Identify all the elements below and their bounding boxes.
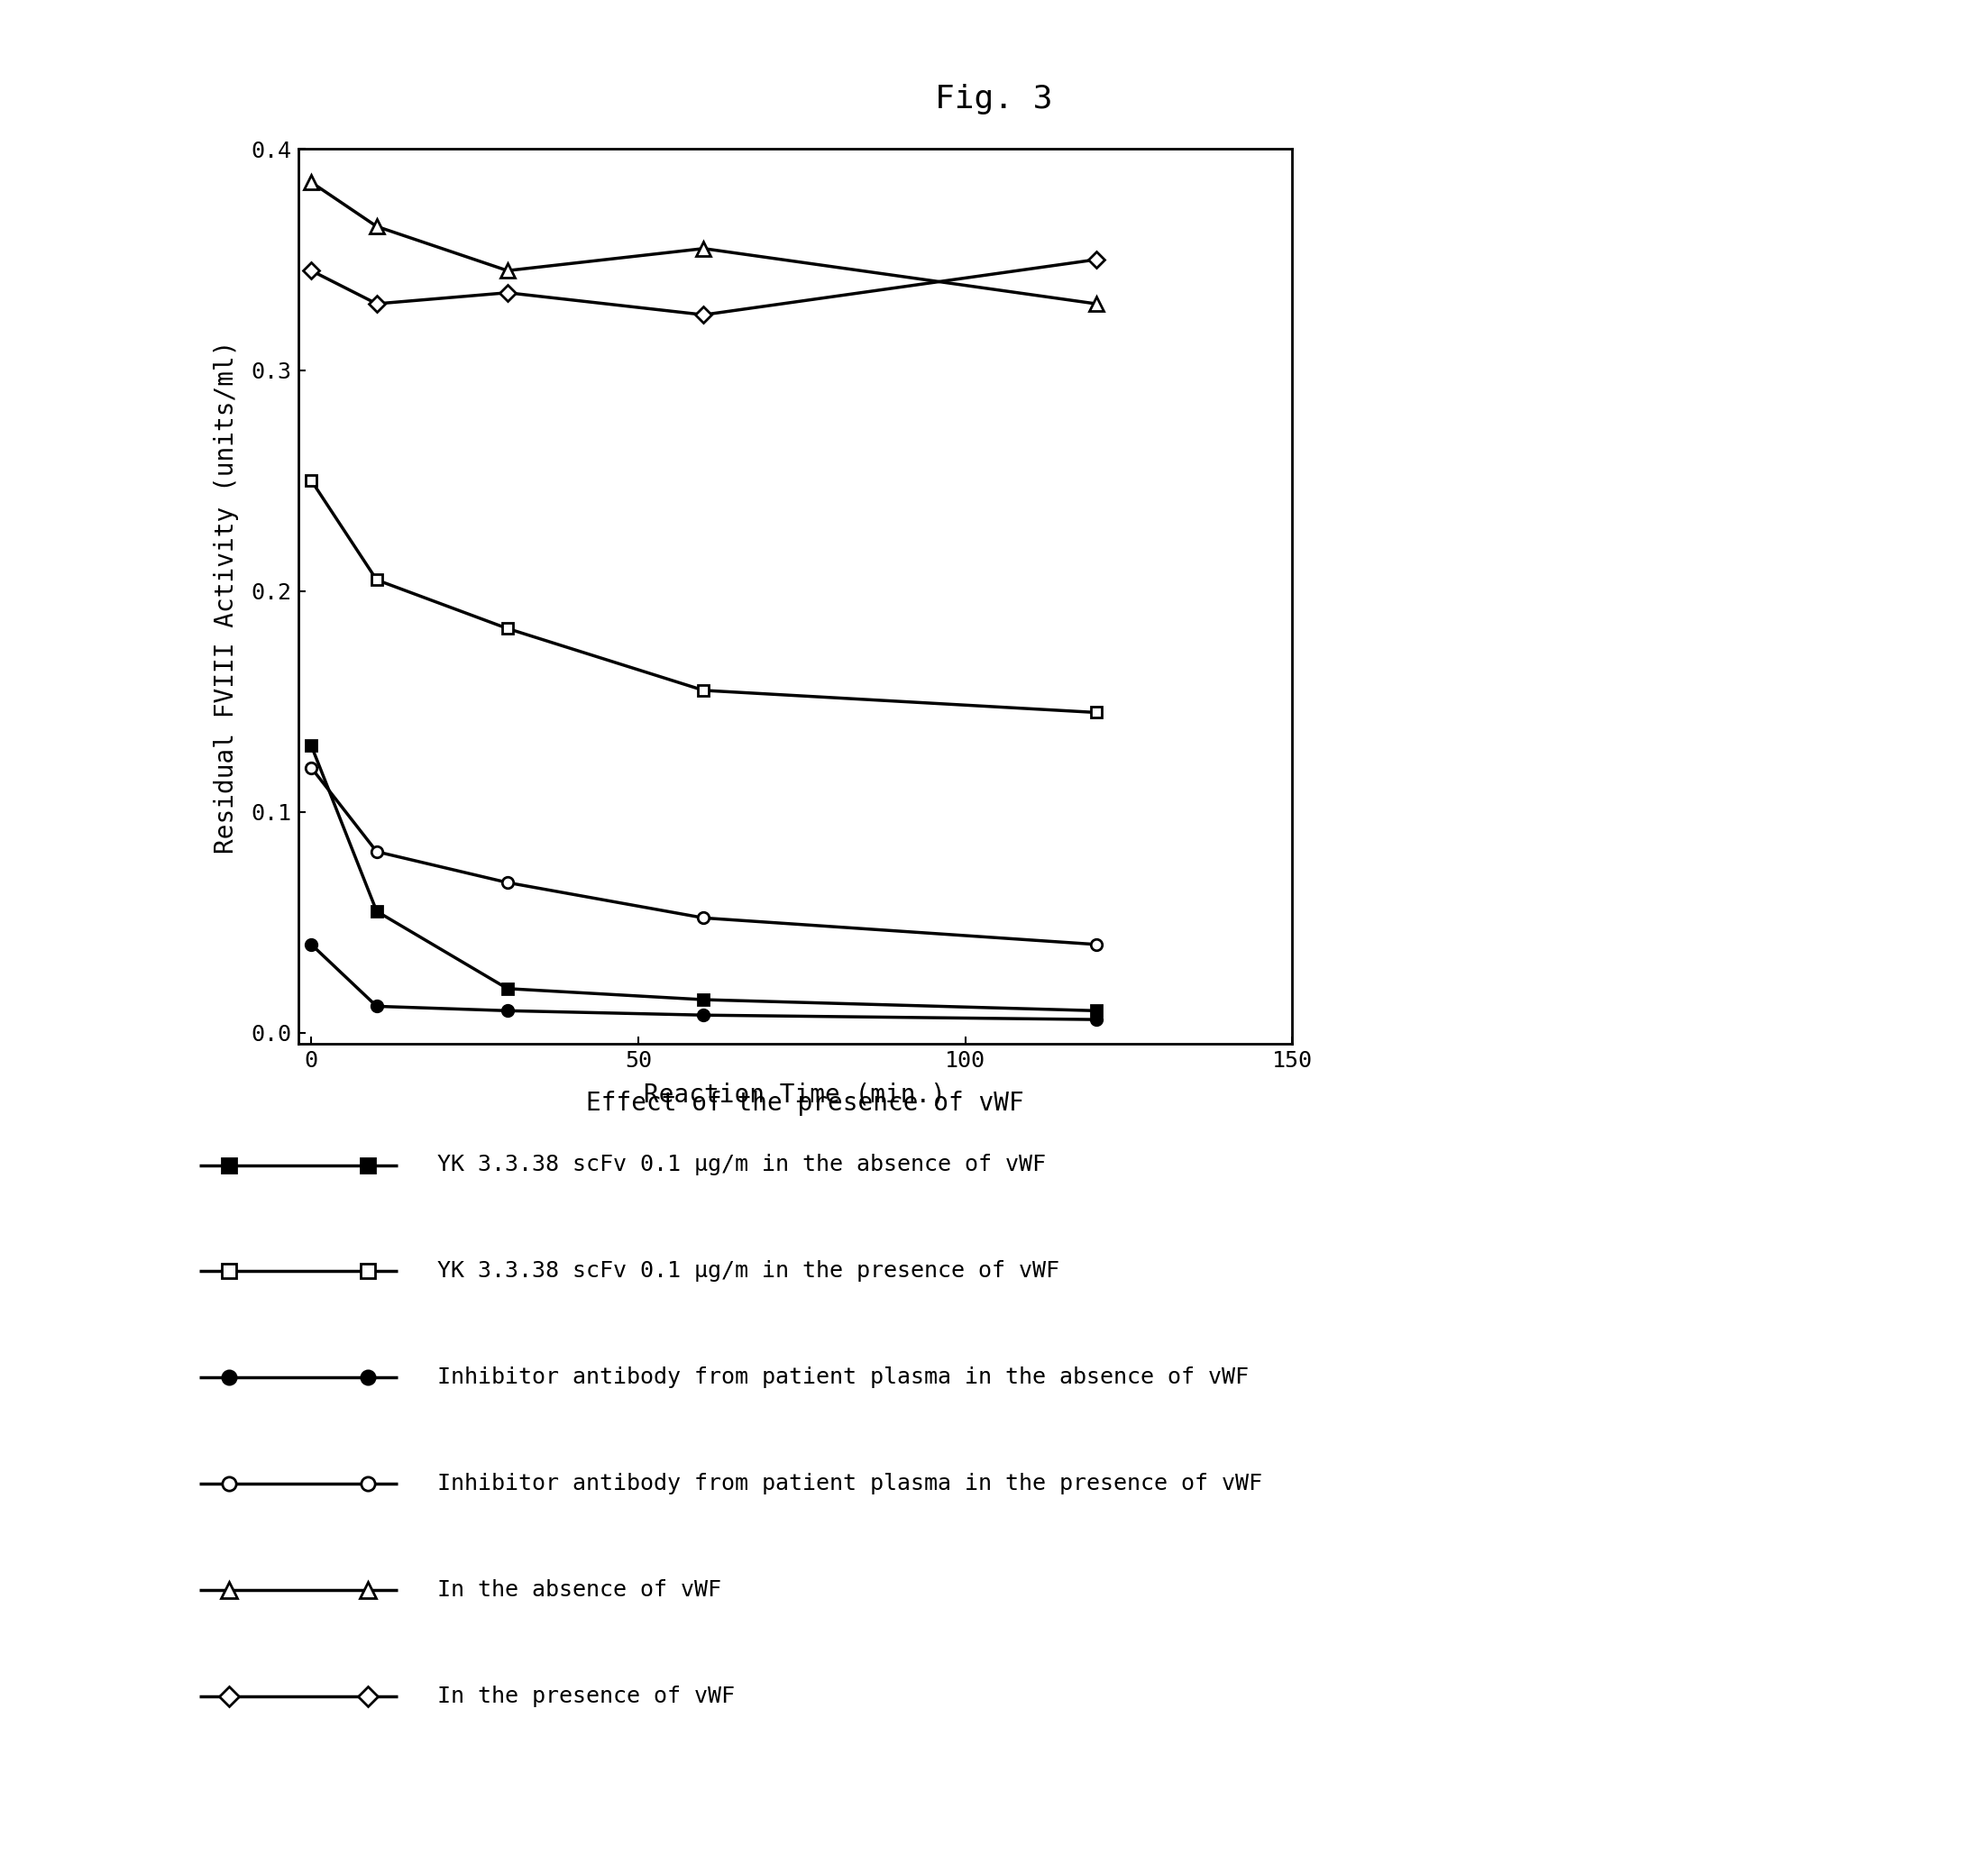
X-axis label: Reaction Time (min.): Reaction Time (min.) [644, 1081, 946, 1107]
Text: In the presence of vWF: In the presence of vWF [437, 1685, 736, 1707]
Text: In the absence of vWF: In the absence of vWF [437, 1579, 722, 1601]
Text: YK 3.3.38 scFv 0.1 μg/m in the presence of vWF: YK 3.3.38 scFv 0.1 μg/m in the presence … [437, 1260, 1060, 1282]
Y-axis label: Residual FVIII Activity (units/ml): Residual FVIII Activity (units/ml) [213, 339, 239, 854]
Text: Fig. 3: Fig. 3 [934, 84, 1054, 114]
Text: YK 3.3.38 scFv 0.1 μg/m in the absence of vWF: YK 3.3.38 scFv 0.1 μg/m in the absence o… [437, 1154, 1046, 1176]
Text: Effect of the presence of vWF: Effect of the presence of vWF [586, 1090, 1024, 1117]
Text: Inhibitor antibody from patient plasma in the absence of vWF: Inhibitor antibody from patient plasma i… [437, 1366, 1248, 1389]
Text: Inhibitor antibody from patient plasma in the presence of vWF: Inhibitor antibody from patient plasma i… [437, 1473, 1262, 1495]
